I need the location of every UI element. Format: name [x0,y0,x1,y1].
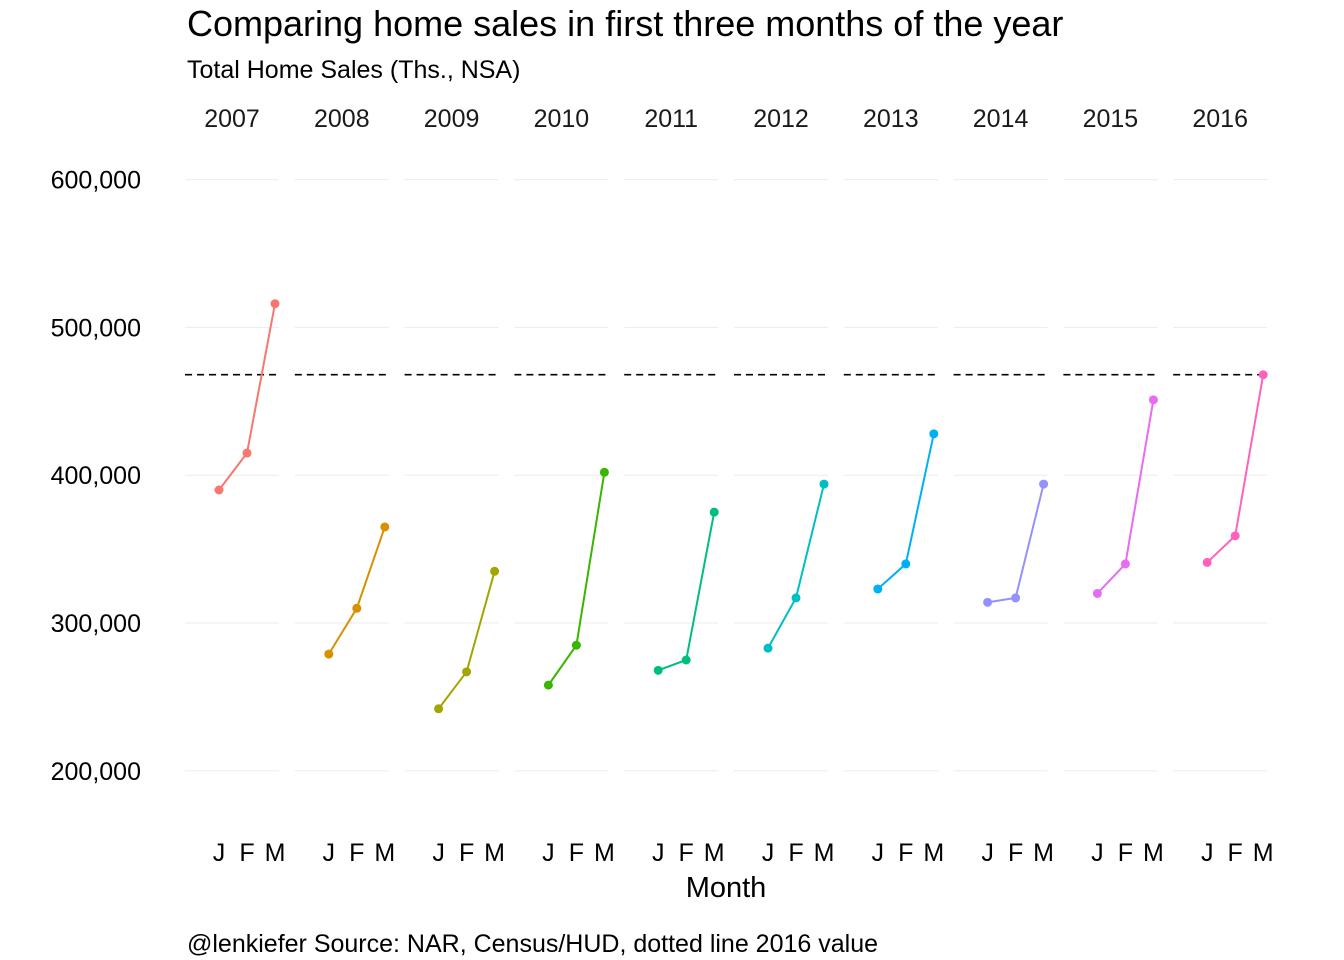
data-point [380,522,390,532]
x-tick-label: J [432,839,445,867]
data-point [214,485,224,495]
x-tick-label: M [814,839,835,867]
x-tick-label: M [1033,839,1054,867]
series-line [547,472,606,686]
x-tick-label: F [239,839,254,867]
chart-subtitle: Total Home Sales (Ths., NSA) [187,56,520,84]
facet-panel-2010: 2010 J F M [514,105,615,867]
series-line [437,571,496,710]
data-point [983,597,993,607]
y-tick-label: 200,000 [51,758,141,786]
data-point [791,593,801,603]
data-point [763,643,773,653]
x-tick-label: M [484,839,505,867]
facet-panel-2013: 2013 J F M [843,105,944,867]
facet-panel-2008: 2008 J F M [294,105,395,867]
x-tick-label: F [898,839,913,867]
x-tick-label: M [374,839,395,867]
data-point [1230,531,1240,541]
x-tick-label: F [788,839,803,867]
x-tick-label: J [652,839,665,867]
data-point [709,507,719,517]
data-point [462,667,472,677]
y-axis: 200,000 300,000 400,000 500,000 600,000 [51,167,141,786]
data-point [270,299,280,309]
data-point [1092,588,1102,598]
facet-panel-2016: 2016 J F M [1173,105,1274,867]
x-tick-label: M [594,839,615,867]
facet-panel-2015: 2015 J F M [1063,105,1164,867]
series-line [218,303,276,491]
facet-panel-2009: 2009 J F M [404,105,505,867]
x-tick-label: J [213,839,226,867]
data-point [571,640,581,650]
series-line [327,526,386,655]
facet-label: 2010 [534,105,590,133]
facet-label: 2008 [314,105,370,133]
data-point [352,603,362,613]
x-tick-label: F [569,839,584,867]
data-point [434,704,444,714]
y-tick-label: 400,000 [51,462,141,490]
data-point [1011,593,1021,603]
facet-panel-2012: 2012 J F M [734,105,834,867]
x-tick-label: M [265,839,286,867]
x-tick-label: F [1008,839,1023,867]
x-tick-label: F [1118,839,1133,867]
data-point [901,559,911,569]
x-tick-label: F [349,839,364,867]
x-tick-label: M [1253,839,1274,867]
y-tick-label: 300,000 [51,610,141,638]
facet-label: 2009 [424,105,480,133]
x-tick-label: J [1201,839,1214,867]
series-line [767,483,825,649]
data-point [929,429,939,439]
x-tick-label: F [679,839,694,867]
x-tick-label: F [1228,839,1243,867]
x-axis-title: Month [686,872,767,904]
facet-label: 2014 [973,105,1029,133]
data-point [873,584,883,594]
facet-label: 2016 [1192,105,1248,133]
facet-label: 2011 [644,105,698,133]
x-tick-label: M [1143,839,1164,867]
x-tick-label: M [704,839,725,867]
x-tick-label: J [872,839,885,867]
facet-label: 2015 [1083,105,1139,133]
x-tick-label: J [323,839,336,867]
data-point [1039,479,1049,489]
chart-title: Comparing home sales in first three mont… [187,3,1063,44]
x-tick-label: J [1091,839,1104,867]
y-tick-label: 500,000 [51,314,141,342]
data-point [490,566,500,576]
facet-label: 2012 [753,105,809,133]
data-point [1202,557,1212,567]
series-line [657,511,716,672]
x-tick-label: J [981,839,994,867]
data-point [324,649,334,659]
facet-label: 2007 [204,105,260,133]
series-line [987,483,1045,604]
x-tick-label: M [923,839,944,867]
data-point [653,665,663,675]
data-point [1258,370,1268,380]
data-point [543,680,553,690]
chart-caption: @lenkiefer Source: NAR, Census/HUD, dott… [187,930,878,958]
data-point [819,479,829,489]
facet-panel-2007: 2007 J F M [185,105,285,867]
data-point [1148,395,1158,405]
data-point [242,448,252,458]
data-point [1120,559,1130,569]
y-tick-label: 600,000 [51,167,141,195]
facet-panel-2014: 2014 J F M [953,105,1054,867]
data-point [599,467,609,477]
facet-panel-2011: 2011 J F M [624,105,725,867]
x-tick-label: J [762,839,775,867]
x-tick-label: J [542,839,555,867]
x-tick-label: F [459,839,474,867]
facet-label: 2013 [863,105,919,133]
data-point [681,655,691,665]
